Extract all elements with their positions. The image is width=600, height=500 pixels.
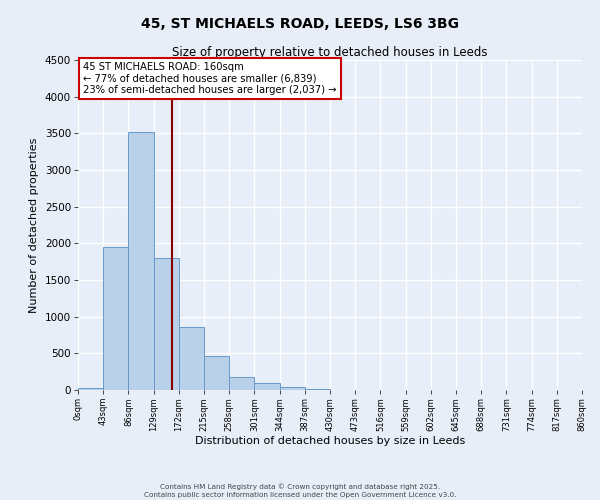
Bar	[254, 383, 280, 390]
X-axis label: Distribution of detached houses by size in Leeds: Distribution of detached houses by size …	[195, 436, 465, 446]
Bar	[179, 327, 204, 390]
Bar	[78, 388, 103, 390]
Bar	[128, 132, 154, 390]
Bar	[229, 377, 254, 390]
Text: 45 ST MICHAELS ROAD: 160sqm
← 77% of detached houses are smaller (6,839)
23% of : 45 ST MICHAELS ROAD: 160sqm ← 77% of det…	[83, 62, 337, 95]
Y-axis label: Number of detached properties: Number of detached properties	[29, 138, 39, 312]
Bar	[103, 247, 128, 390]
Bar	[154, 258, 179, 390]
Text: Contains HM Land Registry data © Crown copyright and database right 2025.
Contai: Contains HM Land Registry data © Crown c…	[144, 483, 456, 498]
Bar	[280, 387, 305, 390]
Bar	[204, 356, 229, 390]
Text: 45, ST MICHAELS ROAD, LEEDS, LS6 3BG: 45, ST MICHAELS ROAD, LEEDS, LS6 3BG	[141, 18, 459, 32]
Title: Size of property relative to detached houses in Leeds: Size of property relative to detached ho…	[172, 46, 488, 59]
